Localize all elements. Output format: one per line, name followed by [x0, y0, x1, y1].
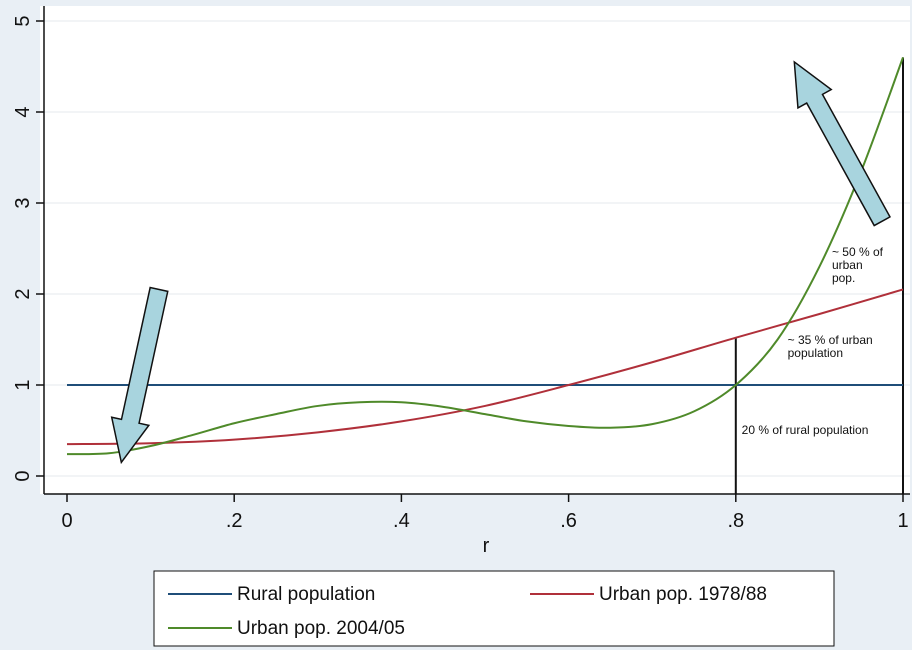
- annotation-0-line-1: urban: [832, 258, 863, 272]
- y-tick-label-2: 2: [12, 288, 34, 299]
- annotation-2-line-0: 20 % of rural population: [742, 423, 869, 437]
- legend-label-urban-2004: Urban pop. 2004/05: [237, 618, 405, 639]
- legend-label-rural-population: Rural population: [237, 584, 375, 605]
- annotation-1-line-0: ~ 35 % of urban: [788, 333, 873, 347]
- x-tick-label-5: 1: [897, 510, 908, 532]
- annotation-1-line-1: population: [788, 346, 843, 360]
- legend-label-urban-1978: Urban pop. 1978/88: [599, 584, 767, 605]
- x-tick-label-0: 0: [61, 510, 72, 532]
- y-tick-label-5: 5: [12, 15, 34, 26]
- annotation-0-line-2: pop.: [832, 271, 855, 285]
- x-axis-title: r: [483, 535, 490, 557]
- x-tick-label-3: .6: [560, 510, 577, 532]
- x-tick-label-1: .2: [226, 510, 243, 532]
- y-tick-label-1: 1: [12, 379, 34, 390]
- plot-area: [40, 6, 910, 494]
- y-tick-label-3: 3: [12, 197, 34, 208]
- annotation-0-line-0: ~ 50 % of: [832, 245, 884, 259]
- y-tick-label-4: 4: [12, 106, 34, 117]
- x-tick-label-4: .8: [727, 510, 744, 532]
- legend: Rural population Urban pop. 1978/88 Urba…: [154, 571, 834, 646]
- annotation-2: 20 % of rural population: [742, 423, 869, 437]
- x-tick-label-2: .4: [393, 510, 410, 532]
- y-tick-label-0: 0: [12, 470, 34, 481]
